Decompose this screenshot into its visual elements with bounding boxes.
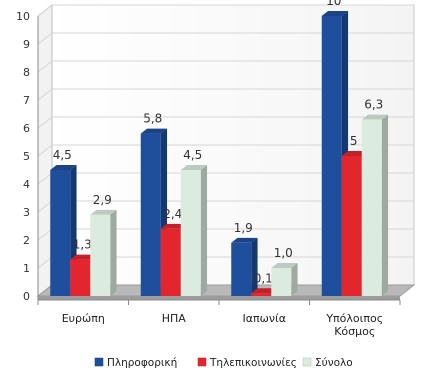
bar-front [140, 133, 161, 296]
bar-front [321, 16, 342, 296]
gridline-side [37, 4, 53, 17]
data-label: 2,9 [93, 193, 112, 207]
y-tick-label: 9 [23, 38, 30, 51]
data-label: 6,3 [364, 98, 383, 112]
bar [180, 165, 208, 296]
x-category-label: Υπόλοιπος [325, 312, 383, 325]
gridline-side [37, 32, 53, 45]
gridline-side [37, 116, 53, 129]
y-tick-label: 10 [16, 10, 30, 23]
bar-front [231, 242, 252, 296]
y-tick-label: 5 [23, 150, 30, 163]
bar-side [381, 114, 389, 297]
y-tick-label: 1 [23, 262, 30, 275]
data-label: 1,9 [234, 221, 253, 235]
y-tick-label: 7 [23, 94, 30, 107]
data-label: 5,8 [143, 112, 162, 126]
bar-top [50, 165, 77, 170]
bar-top [341, 151, 369, 156]
x-category-label: Κόσμος [334, 325, 375, 338]
bar-side [200, 165, 208, 296]
bars: 4,5 1,3 2,9 5,8 2,4 4,5 1,9 0,11,0 10 5 6,3 [50, 0, 389, 297]
gridline-side [37, 144, 53, 157]
y-tick-label: 8 [23, 66, 30, 79]
data-label: 1,3 [73, 238, 92, 252]
bar-top [231, 237, 258, 243]
bar-front [251, 293, 272, 296]
bar-side [251, 237, 258, 296]
y-tick-label: 0 [23, 290, 30, 303]
bar [361, 114, 389, 297]
data-label: 10 [326, 0, 341, 8]
bar-front [90, 214, 111, 296]
bar-top [160, 223, 188, 229]
bar-front [341, 156, 362, 296]
legend-label: Τηλεπικοινωνίες [209, 357, 297, 369]
data-label: 4,5 [53, 148, 72, 162]
x-category-label: ΗΠΑ [162, 312, 187, 325]
data-label: 0,1 [254, 271, 273, 285]
data-label: 1,0 [274, 246, 293, 260]
bar-top [321, 11, 349, 16]
gridline-side [37, 60, 53, 73]
gridline-side [37, 256, 53, 269]
gridline-side [37, 200, 53, 213]
y-axis: 0 1 2 3 4 5 6 7 8 9 10 [16, 10, 39, 303]
legend-label: Σύνολο [315, 357, 353, 369]
x-category-label: Ευρώπη [62, 312, 105, 325]
bar-front [50, 170, 71, 296]
data-label: 2,4 [163, 207, 182, 221]
y-tick-label: 3 [23, 206, 30, 219]
legend-swatch [94, 357, 104, 367]
bar-top [361, 114, 389, 120]
bar-top [70, 254, 97, 260]
bar-top [90, 209, 117, 215]
bar-front [160, 228, 181, 296]
x-category-label: Ιαπωνία [243, 312, 286, 325]
bar-top [271, 263, 298, 268]
legend: Πληροφορική Τηλεπικοινωνίες Σύνολο [94, 357, 353, 369]
data-label: 4,5 [183, 148, 202, 162]
y-tick-label: 6 [23, 122, 30, 135]
bar-front [180, 170, 201, 296]
bar-front [361, 119, 382, 296]
floor-edge [38, 296, 400, 300]
gridline-side [37, 228, 53, 241]
bar-top [180, 165, 208, 170]
y-tick-label: 4 [23, 178, 30, 191]
bar [271, 263, 298, 296]
gridline-side [37, 172, 53, 185]
bar-front [70, 259, 91, 296]
data-label: 5 [350, 134, 358, 148]
bar-top [140, 128, 168, 134]
bar-side [110, 209, 117, 296]
legend-swatch [302, 357, 312, 367]
gridline-side [37, 88, 53, 101]
y-tick-label: 2 [23, 234, 30, 247]
legend-label: Πληροφορική [107, 357, 177, 369]
legend-swatch [197, 357, 207, 367]
bar [90, 209, 117, 296]
bar [231, 237, 258, 296]
bar-side [291, 263, 298, 296]
bar-top [251, 288, 278, 294]
bar-front [271, 268, 292, 296]
